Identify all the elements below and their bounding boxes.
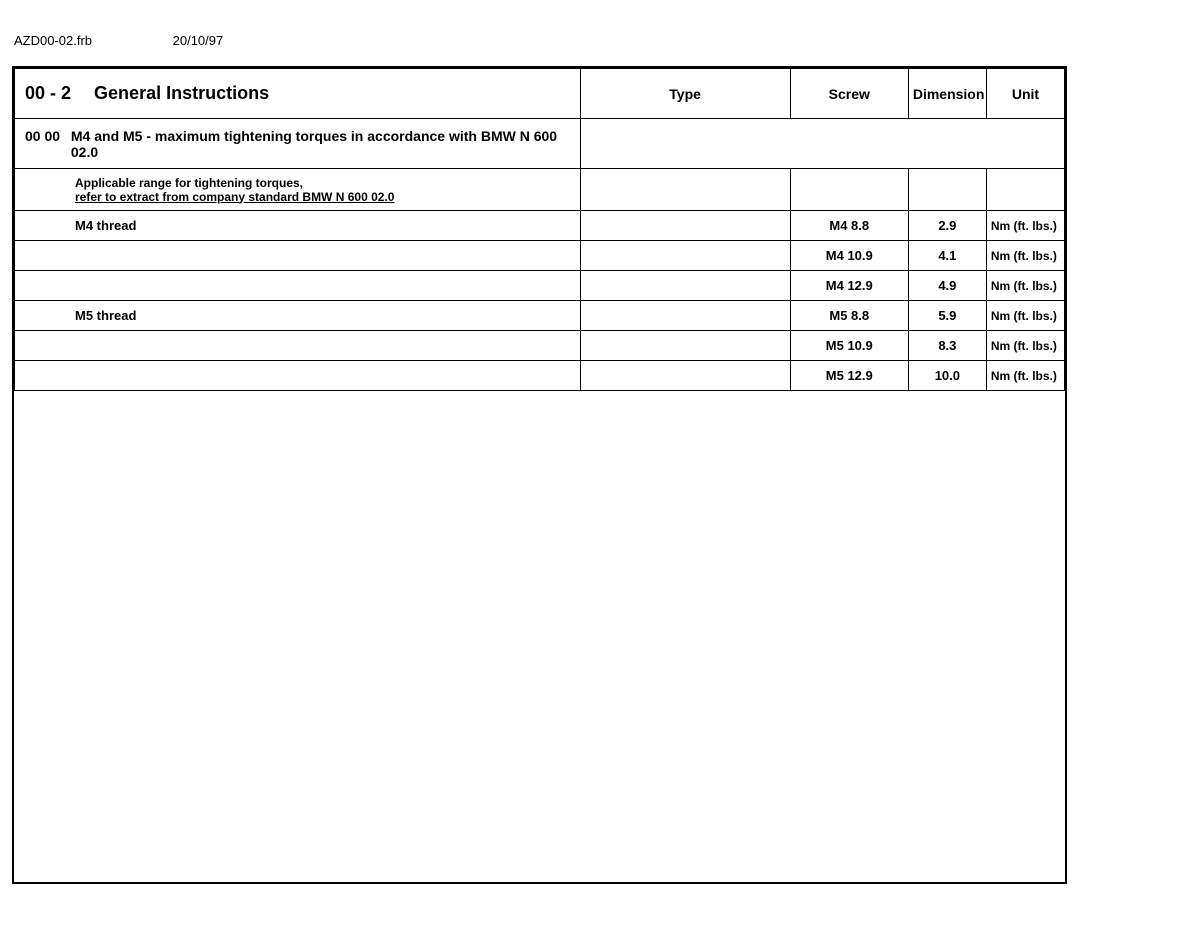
header-row: 00 - 2 General Instructions Type Screw D… xyxy=(15,69,1065,119)
section-number: 00 - 2 xyxy=(25,83,71,103)
cell-screw: M5 12.9 xyxy=(790,361,908,391)
cell-type xyxy=(580,361,790,391)
cell-unit: Nm (ft. lbs.) xyxy=(986,331,1064,361)
cell-desc xyxy=(15,361,581,391)
page-title-text: General Instructions xyxy=(94,83,269,103)
table-row: M5 thread M5 8.8 5.9 Nm (ft. lbs.) xyxy=(15,301,1065,331)
table-row: M5 12.9 10.0 Nm (ft. lbs.) xyxy=(15,361,1065,391)
table-row: M4 12.9 4.9 Nm (ft. lbs.) xyxy=(15,271,1065,301)
filename-label: AZD00-02.frb xyxy=(14,33,169,48)
cell-dim: 4.9 xyxy=(908,271,986,301)
section-heading-cell: 00 00 M4 and M5 - maximum tightening tor… xyxy=(15,119,581,169)
cell-type xyxy=(580,301,790,331)
cell-desc xyxy=(15,241,581,271)
table-body: 00 00 M4 and M5 - maximum tightening tor… xyxy=(15,119,1065,391)
note-unit xyxy=(986,169,1064,211)
cell-dim: 10.0 xyxy=(908,361,986,391)
cell-desc: M5 thread xyxy=(15,301,581,331)
document-page: AZD00-02.frb 20/10/97 00 - 2 General Ins… xyxy=(0,0,1200,896)
cell-type xyxy=(580,331,790,361)
note-screw xyxy=(790,169,908,211)
cell-dim: 2.9 xyxy=(908,211,986,241)
table-row: M4 thread M4 8.8 2.9 Nm (ft. lbs.) xyxy=(15,211,1065,241)
col-unit: Unit xyxy=(986,69,1064,119)
cell-dim: 5.9 xyxy=(908,301,986,331)
note-line1: Applicable range for tightening torques, xyxy=(75,176,576,190)
table-row: M4 10.9 4.1 Nm (ft. lbs.) xyxy=(15,241,1065,271)
cell-desc: M4 thread xyxy=(15,211,581,241)
date-label: 20/10/97 xyxy=(173,33,224,48)
note-dim xyxy=(908,169,986,211)
cell-screw: M5 10.9 xyxy=(790,331,908,361)
cell-unit: Nm (ft. lbs.) xyxy=(986,301,1064,331)
cell-screw: M4 8.8 xyxy=(790,211,908,241)
section-heading-row: 00 00 M4 and M5 - maximum tightening tor… xyxy=(15,119,1065,169)
section-empty xyxy=(580,119,1064,169)
col-dimension: Dimension xyxy=(908,69,986,119)
cell-screw: M5 8.8 xyxy=(790,301,908,331)
section-code: 00 00 xyxy=(25,128,67,144)
note-type xyxy=(580,169,790,211)
page-title-cell: 00 - 2 General Instructions xyxy=(15,69,581,119)
cell-unit: Nm (ft. lbs.) xyxy=(986,361,1064,391)
cell-type xyxy=(580,271,790,301)
cell-unit: Nm (ft. lbs.) xyxy=(986,211,1064,241)
note-cell: Applicable range for tightening torques,… xyxy=(15,169,581,211)
cell-screw: M4 12.9 xyxy=(790,271,908,301)
table-frame: 00 - 2 General Instructions Type Screw D… xyxy=(12,66,1067,884)
cell-unit: Nm (ft. lbs.) xyxy=(986,241,1064,271)
cell-dim: 8.3 xyxy=(908,331,986,361)
col-screw: Screw xyxy=(790,69,908,119)
section-text: M4 and M5 - maximum tightening torques i… xyxy=(71,128,576,160)
note-line2-link[interactable]: refer to extract from company standard B… xyxy=(75,190,576,204)
cell-type xyxy=(580,241,790,271)
cell-desc xyxy=(15,331,581,361)
cell-dim: 4.1 xyxy=(908,241,986,271)
cell-unit: Nm (ft. lbs.) xyxy=(986,271,1064,301)
cell-desc xyxy=(15,271,581,301)
cell-type xyxy=(580,211,790,241)
col-type: Type xyxy=(580,69,790,119)
note-row: Applicable range for tightening torques,… xyxy=(15,169,1065,211)
table-row: M5 10.9 8.3 Nm (ft. lbs.) xyxy=(15,331,1065,361)
cell-screw: M4 10.9 xyxy=(790,241,908,271)
torque-table: 00 - 2 General Instructions Type Screw D… xyxy=(14,68,1065,391)
file-meta: AZD00-02.frb 20/10/97 xyxy=(12,33,1188,48)
